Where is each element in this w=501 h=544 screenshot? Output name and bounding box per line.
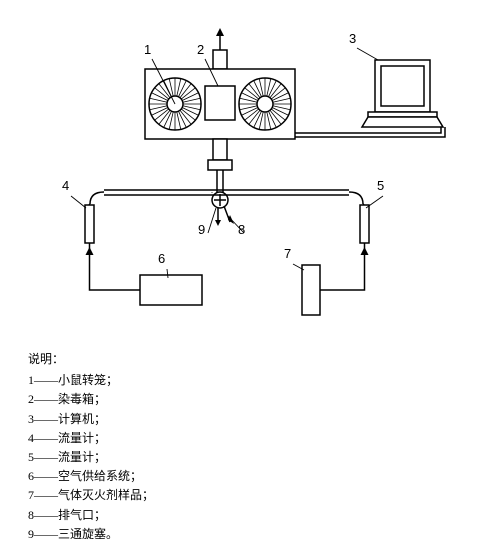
diagram-canvas: 1 2 3 4 5 6 7 8 9 说明： 1——小鼠转笼；2——染毒箱；3——… [0,0,501,527]
legend-item: 5——流量计； [28,448,328,467]
callout-7: 7 [284,246,291,261]
legend-block: 说明： 1——小鼠转笼；2——染毒箱；3——计算机；4——流量计；5——流量计；… [28,350,328,544]
callout-3: 3 [349,31,356,46]
legend-item: 2——染毒箱； [28,390,328,409]
callout-2: 2 [197,42,204,57]
legend-item: 8——排气口； [28,506,328,525]
callout-1: 1 [144,42,151,57]
callout-4: 4 [62,178,69,193]
legend-item: 6——空气供给系统； [28,467,328,486]
callout-8: 8 [238,222,245,237]
legend-item: 7——气体灭火剂样品； [28,486,328,505]
callout-9: 9 [198,222,205,237]
legend-item: 9——三通旋塞。 [28,525,328,544]
legend-items: 1——小鼠转笼；2——染毒箱；3——计算机；4——流量计；5——流量计；6——空… [28,371,328,544]
callout-5: 5 [377,178,384,193]
legend-item: 4——流量计； [28,429,328,448]
callout-6: 6 [158,251,165,266]
legend-item: 3——计算机； [28,410,328,429]
legend-item: 1——小鼠转笼； [28,371,328,390]
legend-title: 说明： [28,350,328,369]
